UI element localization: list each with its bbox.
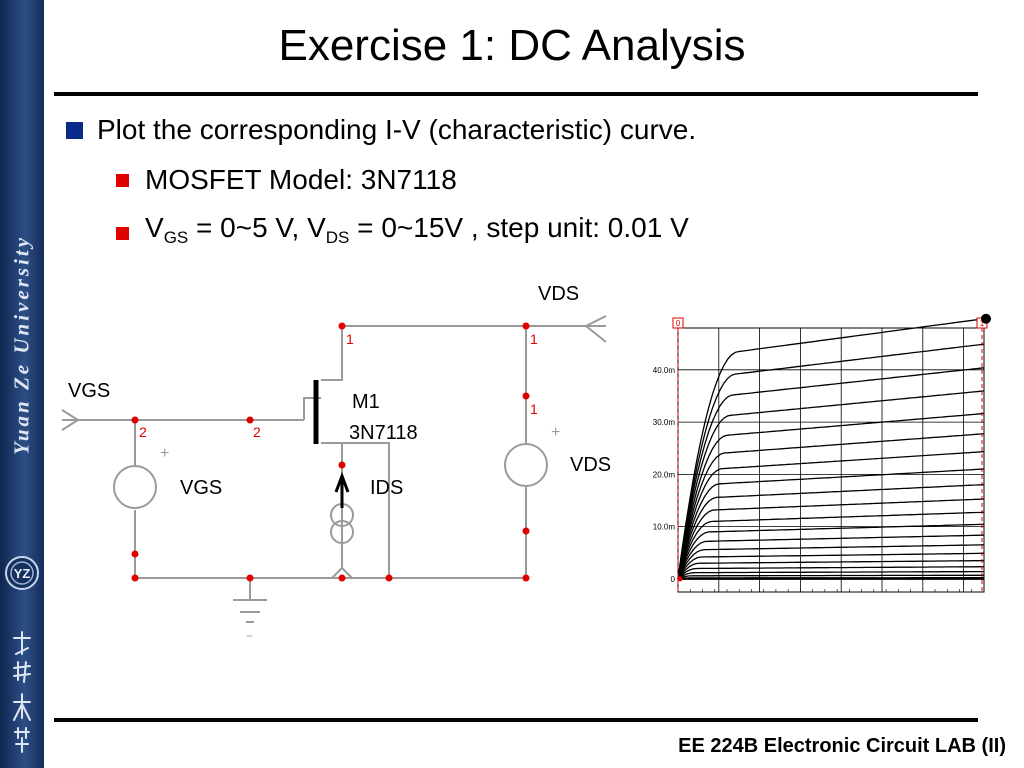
vgs-source-label: VGS xyxy=(180,477,222,499)
iv-curve xyxy=(677,390,985,580)
iv-curves xyxy=(677,318,985,580)
svg-text:YZ: YZ xyxy=(14,566,31,581)
vds-top-label: VDS xyxy=(538,283,579,305)
plus-sign: + xyxy=(160,445,169,462)
node-label: 1 xyxy=(530,331,538,347)
iv-curve xyxy=(677,433,985,580)
university-chinese-logo xyxy=(10,628,34,761)
minus-sign: − xyxy=(246,629,253,643)
iv-curve xyxy=(677,483,985,580)
iv-curve xyxy=(677,318,985,579)
course-footer: EE 224B Electronic Circuit LAB (II) xyxy=(678,735,1006,757)
iv-curve xyxy=(677,570,984,580)
iv-curve xyxy=(677,574,984,580)
iv-curve xyxy=(677,468,985,580)
university-logo: YZ xyxy=(4,520,40,631)
iv-curve xyxy=(677,511,985,580)
bullet-range-text: VGS = 0~5 V, VDS = 0~15V , step unit: 0.… xyxy=(145,210,689,256)
iv-curve xyxy=(677,559,985,580)
bullet-model: MOSFET Model: 3N7118 xyxy=(116,162,457,198)
iv-curve xyxy=(677,566,984,580)
iv-curve xyxy=(677,544,985,580)
y-tick-label: 30.0m xyxy=(653,418,676,427)
title-divider xyxy=(54,92,978,96)
bullet-model-text: MOSFET Model: 3N7118 xyxy=(145,164,457,195)
range-sub-ds: DS xyxy=(325,228,350,247)
plus-sign: + xyxy=(551,424,560,441)
iv-curve xyxy=(677,498,985,580)
current-probe-label: IDS xyxy=(370,477,403,499)
iv-curve xyxy=(677,343,985,579)
origin-marker xyxy=(677,576,683,582)
iv-curve xyxy=(677,367,985,580)
bullet-main-text: Plot the corresponding I-V (characterist… xyxy=(97,114,697,145)
vgs-port-label: VGS xyxy=(68,380,110,402)
slide-title: Exercise 1: DC Analysis xyxy=(278,21,746,70)
iv-curve xyxy=(677,412,985,580)
iv-curve xyxy=(677,451,985,580)
cursor-marker xyxy=(981,313,991,324)
iv-curve xyxy=(677,523,985,580)
bullet-main: Plot the corresponding I-V (characterist… xyxy=(66,112,696,148)
cursor-box xyxy=(672,317,684,329)
y-tick-label: 40.0m xyxy=(653,366,676,375)
sidebar-band: Yuan Ze University YZ xyxy=(0,0,44,768)
transistor-model: 3N7118 xyxy=(349,422,418,444)
cursor-label: 1 xyxy=(980,319,985,328)
node-label: 2 xyxy=(253,424,261,440)
range-v1: V xyxy=(145,212,164,243)
square-bullet-icon xyxy=(116,173,129,187)
square-bullet-icon xyxy=(66,121,83,139)
bullet-range: VGS = 0~5 V, VDS = 0~15V , step unit: 0.… xyxy=(116,210,689,256)
y-tick-label: 0 xyxy=(671,575,676,584)
square-bullet-icon xyxy=(116,226,129,240)
y-tick-label: 20.0m xyxy=(653,470,676,479)
iv-curve xyxy=(677,552,985,580)
node-label: 1 xyxy=(530,401,538,417)
node-label: 1 xyxy=(346,331,354,347)
iv-curve xyxy=(677,577,984,580)
university-name-vertical: Yuan Ze University xyxy=(9,234,34,456)
plot-area xyxy=(677,327,985,593)
range-sub-gs: GS xyxy=(163,228,189,247)
iv-curve xyxy=(677,534,984,580)
node-label: 2 xyxy=(139,424,147,440)
range-mid: = 0~5 V, V xyxy=(188,212,326,243)
y-tick-labels: 0 10.0m 20.0m 30.0m 40.0m xyxy=(653,366,676,584)
footer-divider xyxy=(54,718,978,722)
cursor-label: 0 xyxy=(676,319,681,328)
y-tick-label: 10.0m xyxy=(653,523,676,532)
transistor-name: M1 xyxy=(352,391,380,413)
range-end: = 0~15V , step unit: 0.01 V xyxy=(349,212,689,243)
vds-source-label: VDS xyxy=(570,454,611,476)
